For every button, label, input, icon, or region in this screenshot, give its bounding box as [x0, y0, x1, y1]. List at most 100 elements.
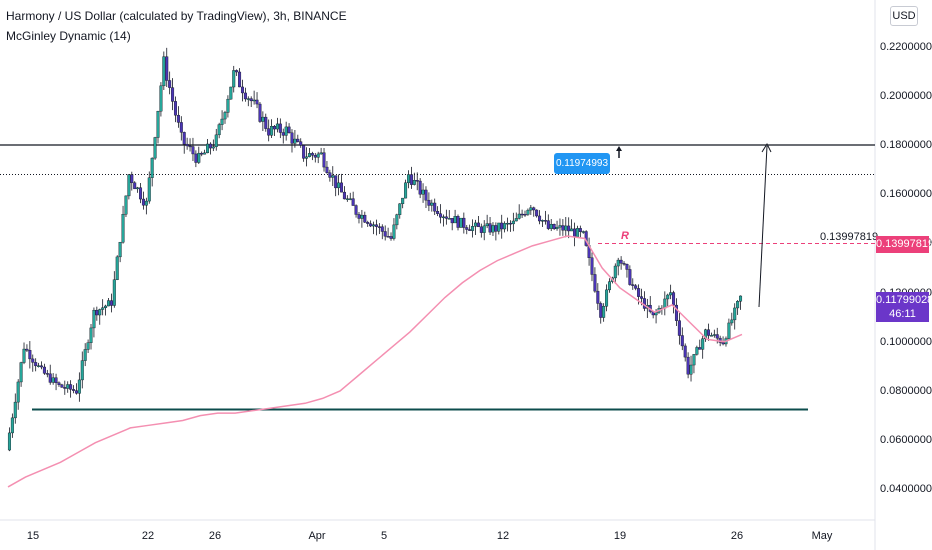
candle-body [456, 216, 460, 228]
candle-body [229, 86, 233, 100]
candle-body [538, 215, 542, 222]
candle-body [427, 199, 431, 206]
candle-body [412, 180, 416, 185]
candle-body [715, 334, 719, 339]
candle-body [60, 384, 64, 388]
candle-body [567, 225, 571, 232]
candle-body [197, 152, 201, 163]
candle-body [593, 274, 597, 292]
candle-body [98, 309, 102, 316]
candle-body [45, 373, 49, 375]
candle-body [494, 225, 498, 232]
candle-body [54, 377, 58, 383]
candle-body [479, 226, 483, 233]
candle-body [261, 116, 265, 122]
candle-body [284, 126, 288, 136]
candle-body [439, 213, 443, 218]
candle-body [31, 358, 35, 363]
indicator-label[interactable]: McGinley Dynamic (14) [6, 29, 131, 43]
candle-body [424, 189, 428, 201]
candle-body [305, 156, 309, 159]
candle-body [86, 342, 90, 350]
candle-body [121, 214, 125, 243]
candle-body [380, 226, 384, 232]
candle-body [345, 198, 349, 200]
candle-body [433, 202, 437, 212]
candle-body [133, 182, 137, 190]
candle-body [208, 143, 212, 149]
candle-body [497, 222, 501, 232]
candle-body [482, 225, 486, 233]
time-tick-label: May [811, 530, 833, 542]
candle-body [156, 110, 160, 138]
candle-body [540, 220, 544, 222]
candle-body [340, 182, 344, 193]
candle-body [95, 309, 99, 316]
projection-arrow-head [761, 142, 772, 153]
candle-body [74, 390, 78, 394]
candle-body [101, 307, 105, 310]
candle-body [514, 218, 518, 222]
mcginley-group [7, 235, 743, 488]
candle-body [25, 348, 29, 351]
projection-arrow-line[interactable] [758, 145, 768, 308]
candle-body [680, 335, 684, 347]
candle-body [491, 225, 495, 233]
candle-body [441, 216, 445, 219]
candle-body [185, 143, 189, 147]
candle-body [19, 362, 23, 383]
candle-body [351, 198, 355, 206]
candle-body [622, 263, 626, 265]
chart-pane[interactable] [0, 0, 875, 520]
candle-body [307, 153, 311, 158]
candle-body [57, 382, 61, 385]
candle-body [459, 217, 463, 228]
r-marker: R [621, 230, 629, 242]
candle-body [561, 225, 565, 231]
candle-body [727, 322, 731, 339]
last-price-label: 0.11799028 46:11 [876, 292, 932, 322]
time-tick-label: 12 [496, 530, 510, 542]
candle-body [109, 300, 113, 306]
candle-body [517, 213, 521, 219]
time-tick-label: 26 [208, 530, 222, 542]
candle-body [39, 365, 43, 368]
candle-body [625, 264, 629, 270]
candle-body [249, 98, 253, 102]
candle-body [267, 128, 271, 136]
candle-body [736, 301, 740, 309]
candle-body [287, 126, 291, 134]
time-tick-label: 26 [730, 530, 744, 542]
candle-body [686, 356, 690, 375]
mcginley-dynamic-line[interactable] [7, 235, 743, 488]
candle-body [529, 207, 533, 211]
candle-body [331, 175, 335, 178]
candle-body [616, 259, 620, 267]
candle-body [66, 384, 70, 389]
candle-body [299, 141, 303, 146]
candle-body [663, 298, 667, 309]
candle-body [270, 126, 274, 136]
candle-body [508, 222, 512, 225]
candle-body [669, 292, 673, 296]
candle-body [698, 347, 702, 350]
candle-body [712, 334, 716, 336]
currency-button[interactable]: USD [890, 6, 918, 26]
candle-body [124, 195, 128, 215]
price-callout[interactable]: 0.11974993 [554, 153, 610, 174]
candle-body [173, 101, 177, 116]
candle-body [360, 214, 364, 219]
candle-body [473, 222, 477, 227]
candle-body [674, 304, 678, 321]
candle-body [389, 236, 393, 239]
candle-body [357, 214, 361, 219]
candle-body [342, 191, 346, 200]
candle-body [564, 225, 568, 231]
candle-body [526, 209, 530, 215]
candle-body [418, 180, 422, 195]
candle-body [217, 124, 221, 136]
candle-body [206, 143, 210, 154]
candle-body [575, 228, 579, 237]
